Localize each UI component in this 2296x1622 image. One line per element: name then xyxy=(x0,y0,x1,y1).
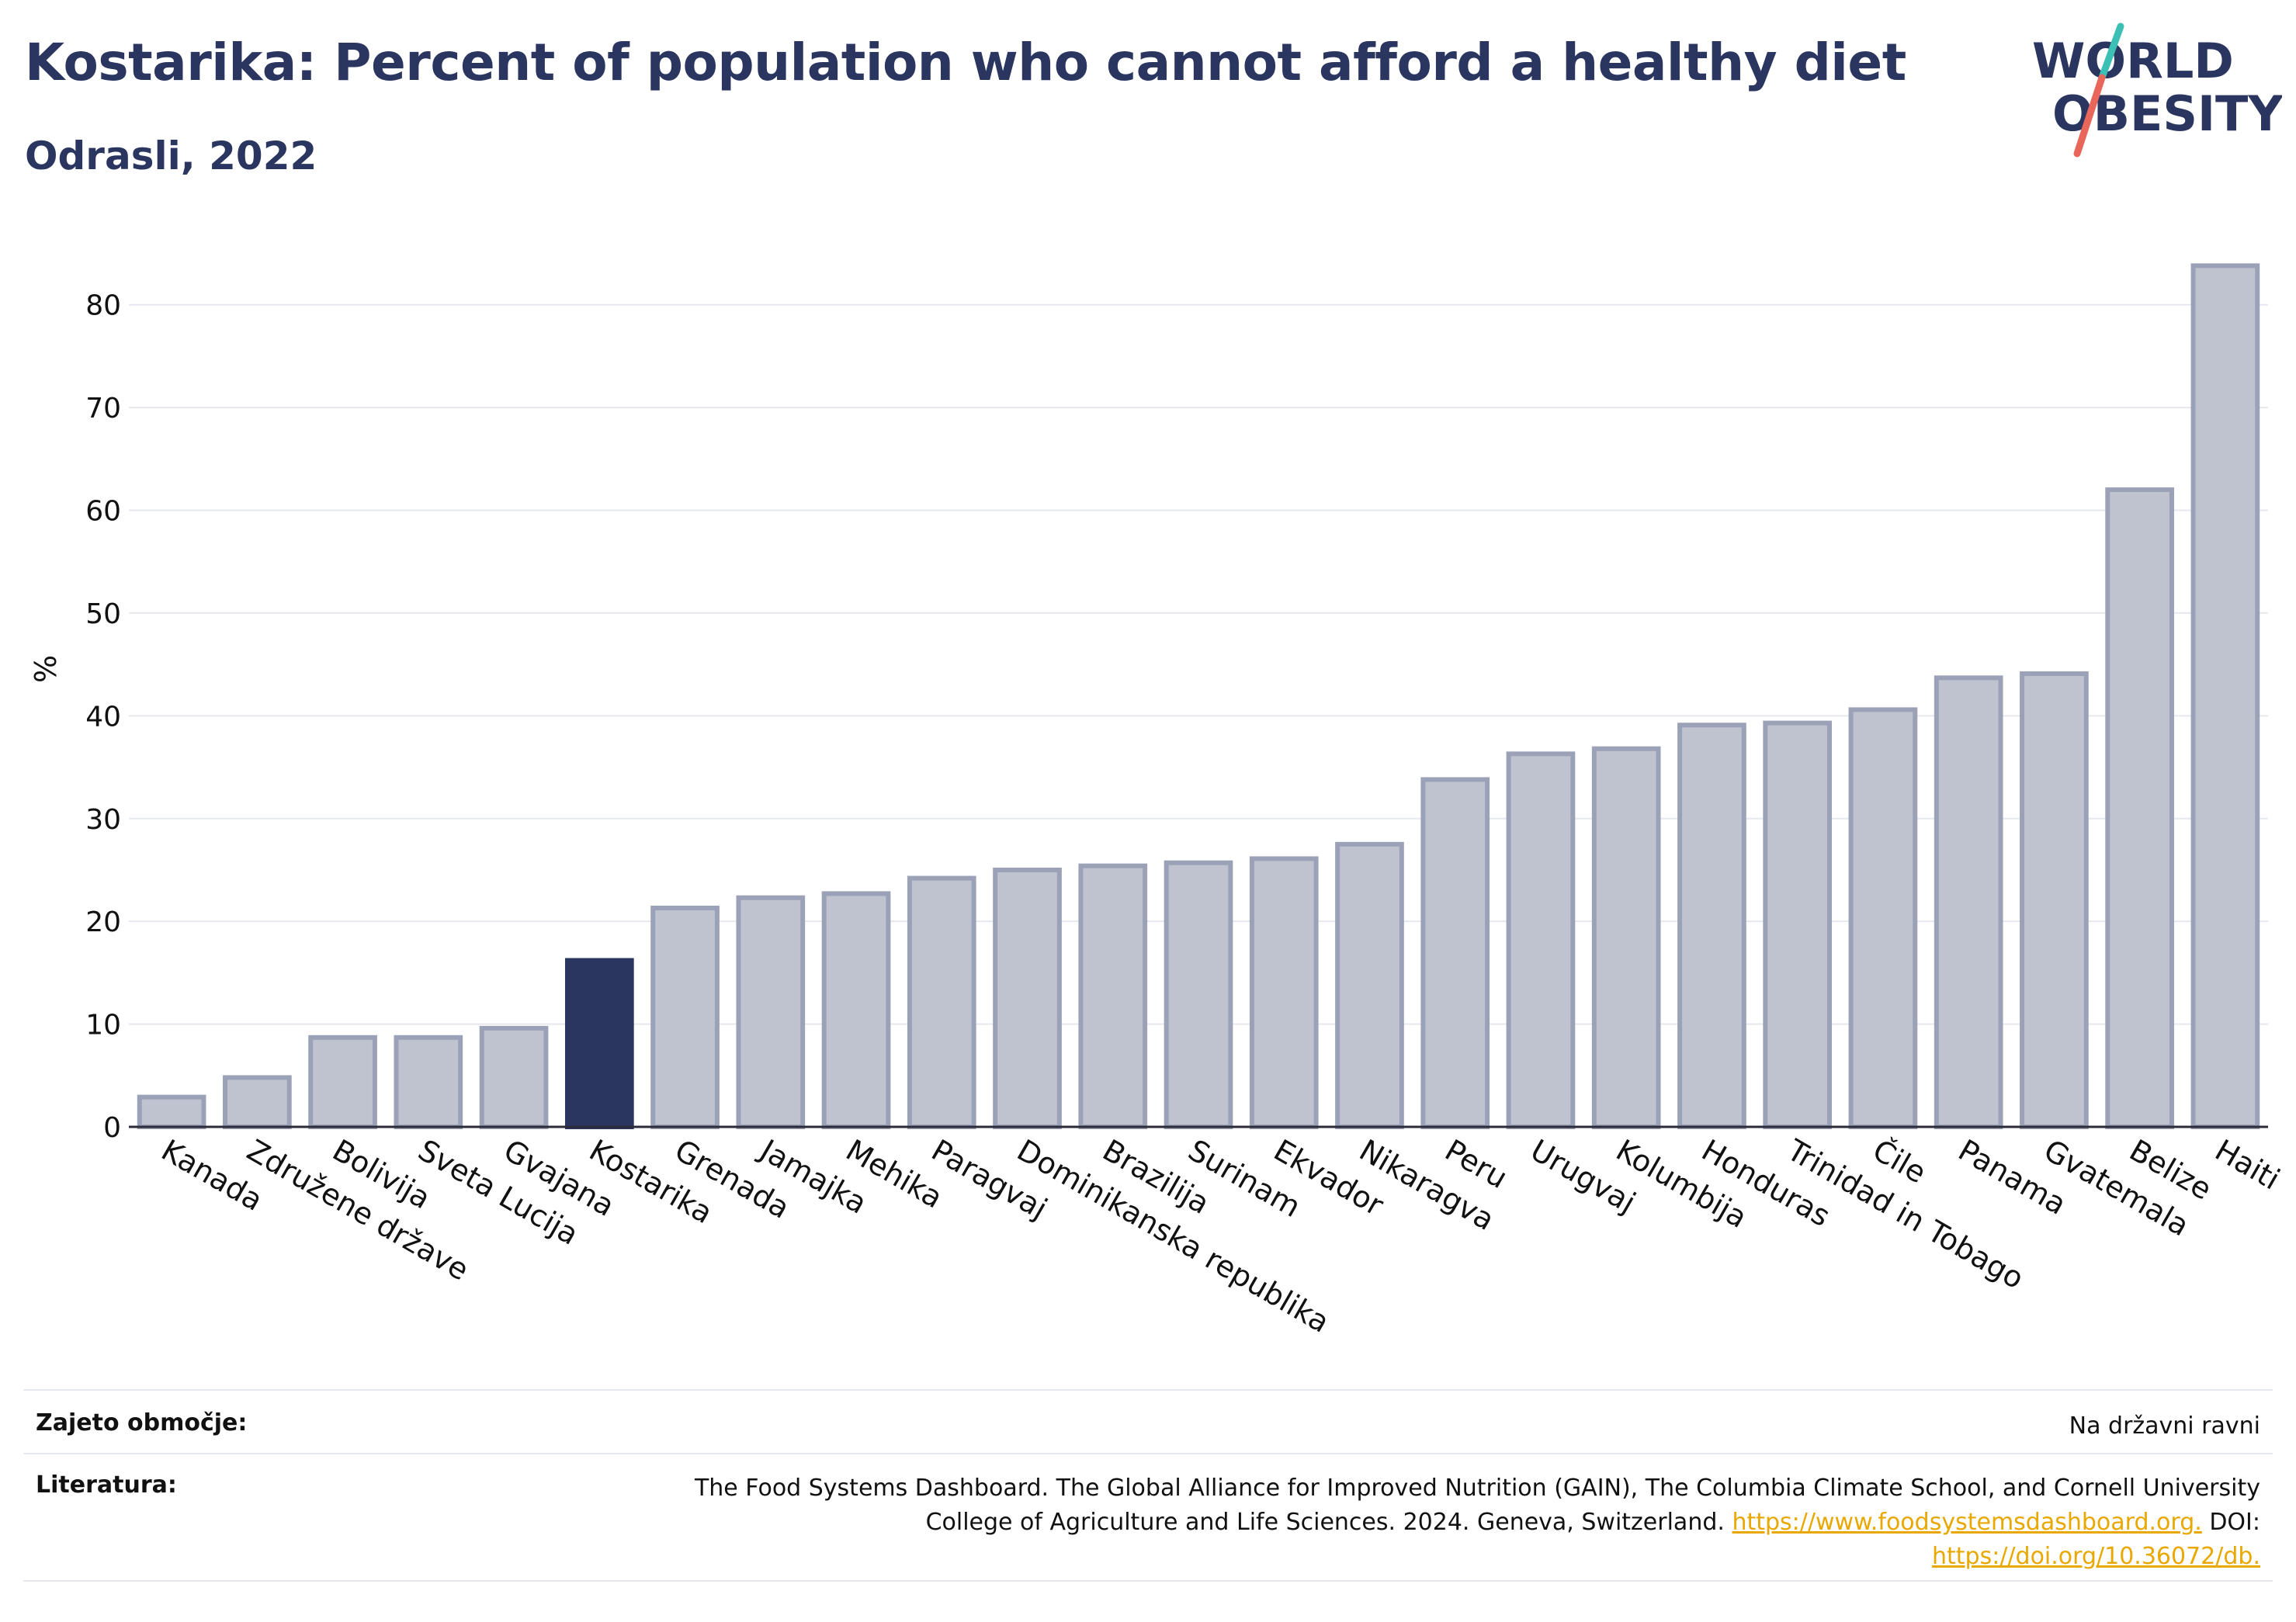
bar xyxy=(1934,675,2003,1129)
source-line-2-text: College of Agriculture and Life Sciences… xyxy=(925,1509,1725,1536)
bar xyxy=(2105,487,2174,1129)
bar xyxy=(479,1025,549,1130)
y-tick-label: 60 xyxy=(85,496,121,528)
footer-divider-bottom xyxy=(23,1580,2273,1582)
x-tick-label: Haiti xyxy=(2209,1133,2285,1197)
coverage-label: Zajeto območje: xyxy=(36,1409,248,1437)
y-tick-label: 80 xyxy=(85,290,121,322)
y-tick-label: 20 xyxy=(85,906,121,938)
source-doi-label: DOI: xyxy=(2209,1509,2260,1536)
coverage-value: Na državni ravni xyxy=(2069,1412,2260,1440)
bar xyxy=(907,875,976,1129)
source-text: The Food Systems Dashboard. The Global A… xyxy=(695,1471,2260,1574)
bar xyxy=(223,1075,292,1130)
y-tick-labels: 0 10 20 30 40 50 60 70 80 xyxy=(85,290,121,1144)
y-axis-label: % xyxy=(29,655,63,683)
bar xyxy=(1506,751,1576,1130)
bar xyxy=(1677,723,1746,1129)
logo-slash-top xyxy=(2098,23,2124,81)
bar xyxy=(1420,777,1490,1130)
bar xyxy=(1591,746,1661,1129)
bar xyxy=(2020,671,2089,1129)
bar xyxy=(736,895,806,1130)
bar xyxy=(1763,720,1833,1129)
bar xyxy=(2190,263,2260,1129)
source-line-3: https://doi.org/10.36072/db. xyxy=(695,1540,2260,1574)
bar xyxy=(993,867,1062,1130)
logo-slash-bottom xyxy=(2073,74,2106,158)
y-tick-label: 30 xyxy=(85,804,121,836)
y-tick-label: 40 xyxy=(85,701,121,733)
bar xyxy=(394,1035,463,1130)
bar xyxy=(821,891,891,1129)
source-label: Literatura: xyxy=(36,1471,177,1499)
bar xyxy=(564,958,634,1129)
bar xyxy=(650,905,720,1129)
y-tick-label: 0 xyxy=(103,1112,121,1144)
bar xyxy=(1249,856,1319,1130)
logo-text-world: WORLD xyxy=(2032,33,2234,89)
chart-title: Kostarika: Percent of population who can… xyxy=(25,33,1906,92)
source-line-1: The Food Systems Dashboard. The Global A… xyxy=(694,1475,2260,1502)
bars xyxy=(137,263,2260,1130)
y-tick-label: 10 xyxy=(85,1010,121,1041)
y-tick-label: 70 xyxy=(85,393,121,425)
bar xyxy=(308,1035,377,1130)
footer-divider-top xyxy=(23,1389,2273,1391)
bar xyxy=(1848,707,1918,1129)
source-link-doi[interactable]: https://doi.org/10.36072/db. xyxy=(1932,1543,2260,1570)
bar xyxy=(1164,860,1233,1129)
bar xyxy=(137,1094,206,1129)
footer-divider-middle xyxy=(23,1453,2273,1454)
source-link-dashboard[interactable]: https://www.foodsystemsdashboard.org. xyxy=(1732,1509,2202,1536)
world-obesity-logo: WORLD OBESITY xyxy=(2032,23,2282,158)
y-tick-label: 50 xyxy=(85,598,121,630)
bar xyxy=(1078,863,1148,1129)
chart-subtitle: Odrasli, 2022 xyxy=(25,133,317,178)
source-line-2: College of Agriculture and Life Sciences… xyxy=(695,1506,2260,1540)
bar xyxy=(1335,841,1404,1129)
